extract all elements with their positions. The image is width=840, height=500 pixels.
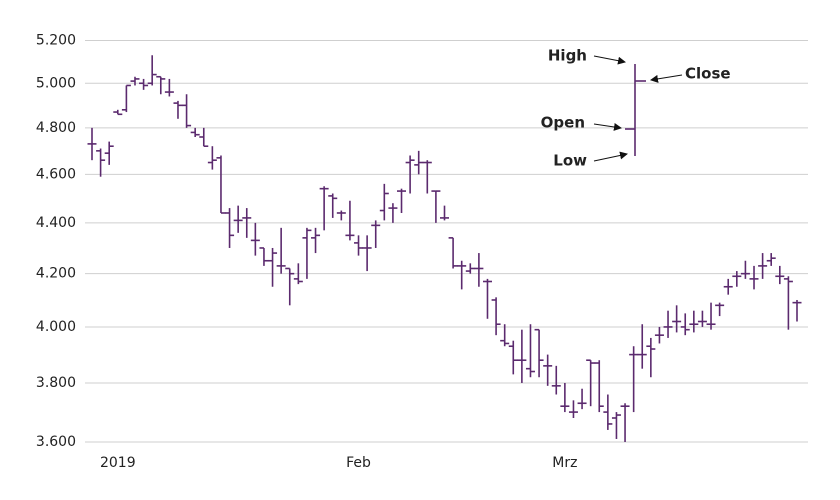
y-tick-label: 5.200 bbox=[36, 32, 76, 48]
y-tick-label: 4.600 bbox=[36, 166, 76, 182]
ohlc-key: High Open Low Close bbox=[541, 47, 731, 170]
arrow bbox=[593, 123, 622, 131]
y-tick-label: 4.000 bbox=[36, 319, 76, 335]
x-tick-label: Feb bbox=[346, 455, 371, 471]
annotation: Close bbox=[685, 65, 731, 83]
x-tick-label: 2019 bbox=[100, 455, 136, 471]
y-tick-label: 4.400 bbox=[36, 215, 76, 231]
annotation: Open bbox=[541, 114, 585, 132]
arrow bbox=[650, 74, 683, 83]
y-tick-label: 3.600 bbox=[36, 434, 76, 450]
arrow bbox=[593, 151, 628, 162]
annotation: Low bbox=[553, 152, 587, 170]
annotation: High bbox=[548, 47, 587, 65]
y-tick-label: 5.000 bbox=[36, 75, 76, 91]
arrow bbox=[593, 55, 626, 65]
y-tick-label: 3.800 bbox=[36, 375, 76, 391]
y-tick-label: 4.800 bbox=[36, 120, 76, 136]
y-tick-label: 4.200 bbox=[36, 266, 76, 282]
x-tick-label: Mrz bbox=[552, 455, 577, 471]
